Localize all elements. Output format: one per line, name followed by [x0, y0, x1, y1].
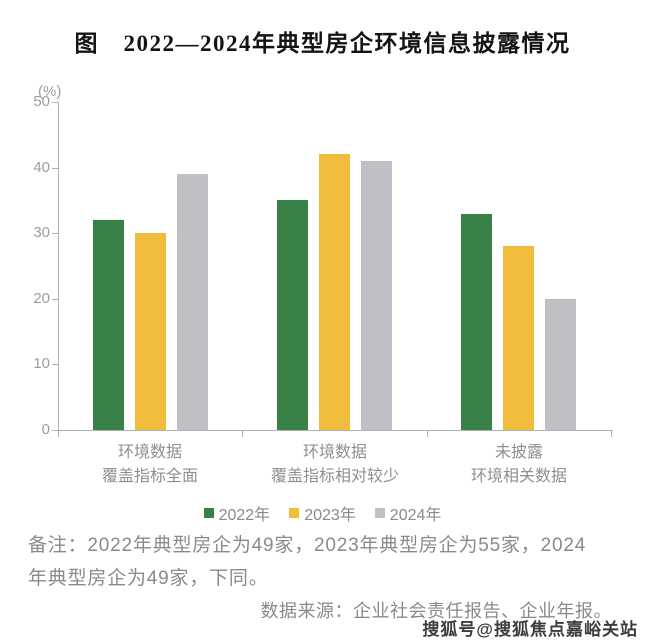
x-category-label-line: 覆盖指标相对较少: [270, 468, 399, 485]
x-category-label-line: 环境数据: [302, 444, 367, 461]
y-tick-label: 0: [41, 421, 50, 438]
y-tick-label: 50: [33, 93, 50, 110]
legend-item-2024年: 2024年: [374, 501, 442, 525]
legend-label: 2022年: [218, 507, 271, 524]
y-tick-label: 30: [33, 224, 50, 242]
x-tick: [427, 430, 428, 437]
x-category-label: 未披露 环境相关数据: [409, 441, 629, 489]
bar-2023年-group1: [135, 233, 166, 430]
legend-item-2023年: 2023年: [289, 501, 356, 525]
y-tick: [52, 102, 58, 103]
legend-swatch: [203, 508, 214, 518]
note-line-1: 备注：2022年典型房企为49家，2023年典型房企为55家，2024: [28, 535, 587, 556]
bar-2022年-group2: [277, 200, 308, 430]
legend-swatch: [289, 508, 300, 518]
bar-2022年-group1: [93, 220, 124, 430]
y-tick: [52, 167, 58, 169]
x-category-label-line: 未披露: [494, 444, 543, 461]
legend: 2022年 2023年 2024年: [0, 501, 645, 525]
legend-item-2022年: 2022年: [203, 501, 271, 525]
chart-title: 图 2022—2024年典型房企环境信息披露情况: [74, 31, 571, 56]
bar-2024年-group2: [361, 161, 392, 430]
bar-2024年-group3: [545, 299, 576, 430]
legend-swatch: [374, 508, 385, 518]
x-category-label: 环境数据覆盖指标相对较少: [225, 441, 445, 489]
y-axis-unit-label: (%): [38, 83, 62, 100]
legend-label: 2024年: [389, 507, 442, 524]
source-text: 数据来源：企业社会责任报告、企业年报。: [260, 601, 612, 621]
x-tick: [611, 430, 612, 437]
x-category-label-line: 环境数据: [117, 444, 182, 461]
bar-2023年-group3: [503, 246, 534, 430]
y-axis-line: [58, 102, 59, 431]
note-text: 备注：2022年典型房企为49家，2023年典型房企为55家，2024 年典型房…: [28, 529, 628, 595]
legend-label: 2023年: [304, 507, 356, 524]
x-category-label: 环境数据覆盖指标全面: [40, 441, 260, 489]
x-category-label-line: 覆盖指标全面: [101, 468, 198, 485]
y-tick-label: 10: [33, 355, 50, 373]
x-category-label-line: 环境相关数据: [470, 468, 567, 485]
bar-2024年-group1: [177, 174, 208, 430]
y-tick-label: 20: [33, 289, 50, 307]
y-tick: [52, 364, 58, 366]
y-tick: [52, 233, 58, 235]
watermark: 搜狐号@搜狐焦点嘉峪关站: [422, 620, 638, 639]
x-axis-line: [52, 430, 613, 431]
bar-2022年-group3: [461, 214, 492, 430]
y-tick-label: 40: [33, 158, 50, 176]
x-tick: [242, 430, 243, 437]
note-line-2: 年典型房企为49家，下同。: [28, 568, 269, 589]
bar-2023年-group2: [319, 154, 350, 430]
y-tick: [52, 298, 58, 300]
x-tick: [58, 430, 59, 437]
y-tick: [52, 430, 58, 431]
